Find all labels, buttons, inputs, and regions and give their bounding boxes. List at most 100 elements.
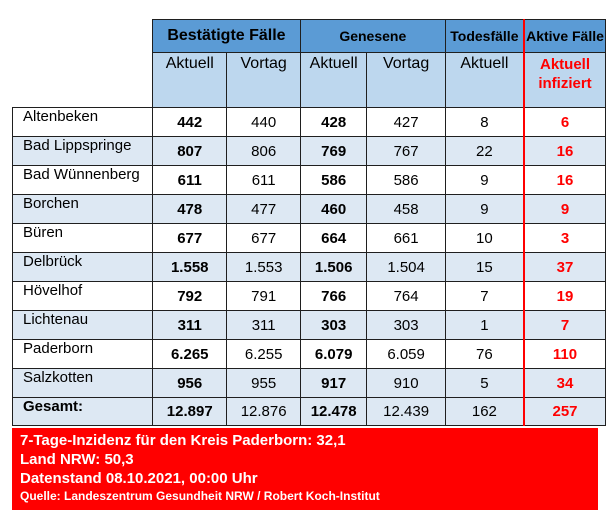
cell-conf-prev: 440: [226, 107, 301, 137]
municipality-name: Borchen: [11, 194, 154, 224]
table-row: Lichtenau 311 311 303 303 1 7: [11, 310, 606, 340]
cell-deaths: 9: [444, 165, 525, 195]
subheader-active-line2: infiziert: [538, 75, 592, 92]
cell-deaths: 5: [444, 368, 525, 398]
cell-active: 16: [523, 165, 606, 195]
cell-rec-prev: 910: [366, 368, 446, 398]
cell-deaths: 1: [444, 310, 525, 340]
cell-active: 6: [523, 107, 606, 137]
cell-active: 257: [523, 397, 606, 426]
header-confirmed: Bestätigte Fälle: [152, 19, 301, 53]
table-row: Borchen 478 477 460 458 9 9: [11, 194, 606, 224]
cell-rec-now: 12.478: [299, 397, 368, 426]
cell-conf-prev: 6.255: [226, 339, 301, 369]
subheader-confirmed-current: Aktuell: [152, 52, 228, 108]
corner-empty-2: [13, 53, 153, 108]
table-row: Paderborn 6.265 6.255 6.079 6.059 76 110: [11, 339, 606, 369]
total-label: Gesamt:: [11, 397, 154, 426]
municipality-name: Bad Lippspringe: [11, 136, 154, 166]
municipality-name: Lichtenau: [11, 310, 154, 340]
covid-table-container: Bestätigte Fälle Genesene Todesfälle Akt…: [11, 19, 606, 426]
cell-conf-prev: 806: [226, 136, 301, 166]
corner-empty: [13, 20, 153, 53]
cell-deaths: 8: [444, 107, 525, 137]
table-row: Delbrück 1.558 1.553 1.506 1.504 15 37: [11, 252, 606, 282]
cell-active: 37: [523, 252, 606, 282]
cell-rec-prev: 6.059: [366, 339, 446, 369]
cell-rec-now: 428: [299, 107, 368, 137]
cell-rec-prev: 458: [366, 194, 446, 224]
cell-conf-prev: 12.876: [226, 397, 301, 426]
cell-rec-now: 769: [299, 136, 368, 166]
cell-active: 3: [523, 223, 606, 253]
cell-deaths: 22: [444, 136, 525, 166]
municipality-name: Büren: [11, 223, 154, 253]
cell-conf-prev: 311: [226, 310, 301, 340]
cell-rec-now: 586: [299, 165, 368, 195]
subheader-recovered-current: Aktuell: [299, 52, 368, 108]
cell-conf-now: 6.265: [152, 339, 228, 369]
cell-active: 110: [523, 339, 606, 369]
municipality-name: Hövelhof: [11, 281, 154, 311]
cell-deaths: 162: [444, 397, 525, 426]
cell-conf-now: 807: [152, 136, 228, 166]
covid-case-table: Bestätigte Fälle Genesene Todesfälle Akt…: [11, 19, 606, 426]
table-row: Altenbeken 442 440 428 427 8 6: [11, 107, 606, 137]
cell-deaths: 76: [444, 339, 525, 369]
cell-deaths: 10: [444, 223, 525, 253]
municipality-name: Delbrück: [11, 252, 154, 282]
cell-rec-now: 460: [299, 194, 368, 224]
cell-conf-now: 611: [152, 165, 228, 195]
cell-rec-prev: 12.439: [366, 397, 446, 426]
cell-rec-now: 766: [299, 281, 368, 311]
subheader-active-infected: Aktuell infiziert: [523, 52, 606, 108]
cell-conf-now: 12.897: [152, 397, 228, 426]
cell-rec-prev: 586: [366, 165, 446, 195]
cell-active: 34: [523, 368, 606, 398]
cell-conf-prev: 1.553: [226, 252, 301, 282]
cell-conf-now: 792: [152, 281, 228, 311]
municipality-name: Altenbeken: [11, 107, 154, 137]
cell-conf-prev: 677: [226, 223, 301, 253]
table-row: Salzkotten 956 955 917 910 5 34: [11, 368, 606, 398]
cell-rec-now: 1.506: [299, 252, 368, 282]
table-row: Büren 677 677 664 661 10 3: [11, 223, 606, 253]
table-row: Bad Wünnenberg 611 611 586 586 9 16: [11, 165, 606, 195]
data-date: Datenstand 08.10.2021, 00:00 Uhr: [20, 470, 258, 487]
cell-active: 7: [523, 310, 606, 340]
cell-active: 9: [523, 194, 606, 224]
table-row: Hövelhof 792 791 766 764 7 19: [11, 281, 606, 311]
cell-conf-now: 442: [152, 107, 228, 137]
header-deaths: Todesfälle: [444, 19, 525, 53]
cell-rec-now: 917: [299, 368, 368, 398]
cell-rec-prev: 661: [366, 223, 446, 253]
municipality-name: Bad Wünnenberg: [11, 165, 154, 195]
cell-conf-prev: 955: [226, 368, 301, 398]
cell-conf-prev: 791: [226, 281, 301, 311]
subheader-confirmed-previous: Vortag: [226, 52, 301, 108]
info-footer: 7-Tage-Inzidenz für den Kreis Paderborn:…: [12, 428, 598, 510]
cell-conf-now: 478: [152, 194, 228, 224]
cell-conf-now: 677: [152, 223, 228, 253]
cell-conf-now: 1.558: [152, 252, 228, 282]
cell-rec-prev: 1.504: [366, 252, 446, 282]
municipality-name: Salzkotten: [11, 368, 154, 398]
incidence-state: Land NRW: 50,3: [20, 451, 134, 468]
incidence-district: 7-Tage-Inzidenz für den Kreis Paderborn:…: [20, 432, 346, 449]
cell-deaths: 7: [444, 281, 525, 311]
cell-active: 16: [523, 136, 606, 166]
table-row: Bad Lippspringe 807 806 769 767 22 16: [11, 136, 606, 166]
subheader-deaths-current: Aktuell: [444, 52, 525, 108]
cell-rec-now: 6.079: [299, 339, 368, 369]
cell-active: 19: [523, 281, 606, 311]
cell-rec-now: 664: [299, 223, 368, 253]
cell-rec-prev: 764: [366, 281, 446, 311]
cell-conf-now: 311: [152, 310, 228, 340]
subheader-recovered-previous: Vortag: [366, 52, 446, 108]
municipality-name: Paderborn: [11, 339, 154, 369]
cell-conf-prev: 611: [226, 165, 301, 195]
cell-conf-now: 956: [152, 368, 228, 398]
cell-rec-prev: 767: [366, 136, 446, 166]
header-recovered: Genesene: [299, 19, 446, 53]
cell-rec-now: 303: [299, 310, 368, 340]
